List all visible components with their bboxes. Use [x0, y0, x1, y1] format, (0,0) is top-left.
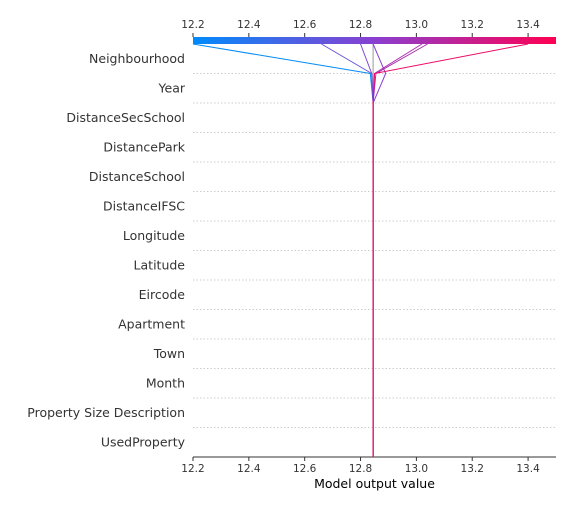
feature-label: UsedProperty	[101, 434, 186, 449]
colorbar	[193, 37, 556, 44]
feature-label: Apartment	[118, 316, 185, 331]
feature-label: Month	[146, 375, 185, 390]
feature-label: Eircode	[139, 287, 186, 302]
x-axis-label: Model output value	[314, 476, 435, 491]
feature-label: DistanceSchool	[89, 169, 185, 184]
decision-path	[372, 43, 529, 457]
feature-label: Neighbourhood	[89, 51, 185, 66]
top-tick-label: 12.6	[293, 19, 317, 31]
feature-label: Town	[153, 346, 185, 361]
feature-label: Property Size Description	[27, 405, 185, 420]
top-tick-label: 12.4	[237, 19, 261, 31]
top-tick-label: 12.2	[181, 19, 204, 31]
feature-label: Longitude	[123, 228, 185, 243]
feature-label: Year	[158, 80, 186, 95]
x-tick-label: 13.4	[516, 463, 540, 475]
x-tick-label: 13.2	[461, 463, 484, 475]
x-tick-label: 12.8	[349, 463, 372, 475]
top-tick-label: 13.0	[405, 19, 428, 31]
top-tick-label: 13.2	[461, 19, 484, 31]
decision-path	[192, 43, 374, 457]
x-tick-label: 12.4	[237, 463, 261, 475]
x-tick-label: 12.6	[293, 463, 317, 475]
x-tick-label: 13.0	[405, 463, 428, 475]
feature-label: DistanceIFSC	[103, 198, 185, 213]
x-tick-label: 12.2	[181, 463, 204, 475]
feature-label: Latitude	[134, 257, 186, 272]
top-tick-label: 12.8	[349, 19, 372, 31]
top-tick-label: 13.4	[516, 19, 540, 31]
feature-label: DistanceSecSchool	[66, 110, 185, 125]
feature-label: DistancePark	[103, 139, 185, 154]
